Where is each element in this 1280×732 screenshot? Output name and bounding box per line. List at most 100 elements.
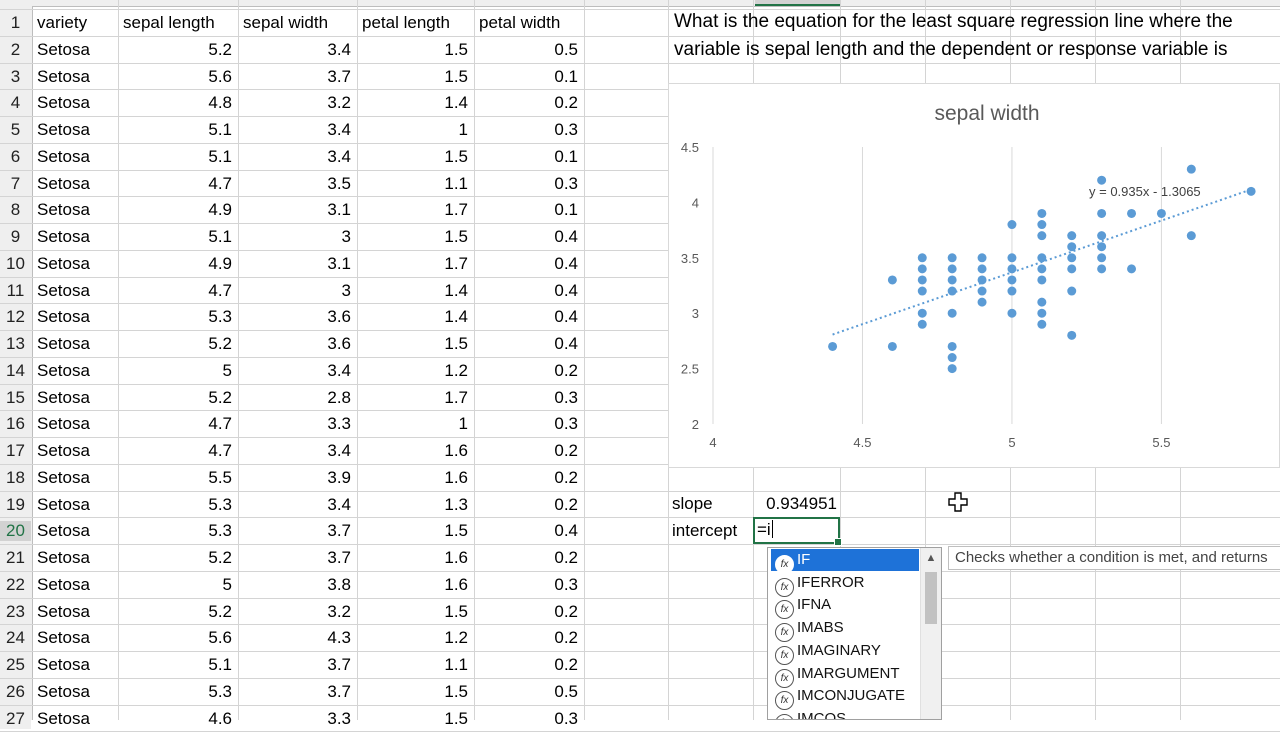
row-header[interactable]: 6: [0, 146, 31, 167]
variety-cell[interactable]: Setosa: [37, 681, 90, 701]
variety-cell[interactable]: Setosa: [37, 548, 90, 567]
value-cell[interactable]: 5.2: [208, 39, 232, 59]
value-cell[interactable]: 5: [222, 574, 232, 594]
value-cell[interactable]: 0.4: [554, 253, 578, 273]
value-cell[interactable]: 0.3: [554, 574, 578, 594]
variety-cell[interactable]: Setosa: [37, 253, 90, 273]
autocomplete-item[interactable]: fxIMCOS: [771, 708, 919, 719]
value-cell[interactable]: 1.4: [444, 307, 468, 327]
value-cell[interactable]: 3.1: [327, 200, 351, 220]
value-cell[interactable]: 5.6: [208, 66, 232, 86]
value-cell[interactable]: 0.3: [554, 173, 578, 193]
row-header[interactable]: 25: [0, 655, 31, 675]
value-cell[interactable]: 0.4: [554, 280, 578, 300]
row-header[interactable]: 8: [0, 200, 31, 221]
value-cell[interactable]: 0.2: [554, 548, 578, 567]
scrollbar-thumb[interactable]: [925, 572, 937, 624]
value-cell[interactable]: 0.2: [554, 655, 578, 674]
autocomplete-item[interactable]: fx IMABS: [771, 617, 919, 643]
value-cell[interactable]: 4.8: [208, 93, 232, 113]
value-cell[interactable]: 1: [458, 120, 468, 139]
value-cell[interactable]: 3.7: [327, 655, 351, 674]
autocomplete-item[interactable]: fx IMAGINARY: [771, 640, 919, 665]
value-cell[interactable]: 5.5: [208, 467, 232, 487]
variety-cell[interactable]: Setosa: [37, 200, 90, 220]
value-cell[interactable]: 1.4: [444, 93, 468, 113]
value-cell[interactable]: 3.6: [327, 307, 351, 327]
value-cell[interactable]: 1.5: [444, 334, 468, 353]
column-header-cell[interactable]: sepal length: [123, 13, 215, 32]
value-cell[interactable]: 0.2: [554, 441, 578, 460]
value-cell[interactable]: 0.5: [554, 681, 578, 701]
variety-cell[interactable]: Setosa: [37, 307, 90, 327]
value-cell[interactable]: 3.1: [327, 253, 351, 273]
value-cell[interactable]: 3.5: [327, 173, 351, 193]
value-cell[interactable]: 5.3: [208, 494, 232, 514]
value-cell[interactable]: 4.7: [208, 280, 232, 300]
value-cell[interactable]: 5.2: [208, 548, 232, 567]
column-header-cell[interactable]: sepal width: [243, 13, 329, 32]
value-cell[interactable]: 3.6: [327, 334, 351, 353]
value-cell[interactable]: 0.2: [554, 360, 578, 380]
value-cell[interactable]: 1.4: [444, 280, 468, 300]
variety-cell[interactable]: Setosa: [37, 173, 90, 193]
row-header[interactable]: 20: [0, 521, 31, 542]
slope-label[interactable]: slope: [672, 494, 713, 513]
variety-cell[interactable]: Setosa: [37, 120, 90, 139]
value-cell[interactable]: 5.1: [208, 227, 232, 246]
value-cell[interactable]: 3.3: [327, 708, 351, 728]
row-header[interactable]: 21: [0, 548, 31, 568]
row-header[interactable]: 4: [0, 93, 31, 114]
value-cell[interactable]: 0.2: [554, 467, 578, 487]
row-header[interactable]: 5: [0, 120, 31, 140]
scroll-up-arrow-icon[interactable]: ▲: [925, 552, 937, 564]
value-cell[interactable]: 0.4: [554, 227, 578, 246]
variety-cell[interactable]: Setosa: [37, 494, 90, 514]
autocomplete-scrollbar[interactable]: ▲: [920, 548, 941, 719]
value-cell[interactable]: 4.9: [208, 253, 232, 273]
value-cell[interactable]: 1.5: [444, 681, 468, 701]
value-cell[interactable]: 0.4: [554, 521, 578, 541]
value-cell[interactable]: 1.6: [444, 548, 468, 567]
active-cell[interactable]: [753, 517, 842, 546]
value-cell[interactable]: 0.1: [554, 66, 578, 86]
row-header[interactable]: 11: [0, 280, 31, 301]
value-cell[interactable]: 5.2: [208, 334, 232, 353]
row-header[interactable]: 9: [0, 227, 31, 247]
variety-cell[interactable]: Setosa: [37, 334, 90, 353]
row-header[interactable]: 16: [0, 414, 31, 435]
value-cell[interactable]: 0.2: [554, 93, 578, 113]
variety-cell[interactable]: Setosa: [37, 280, 90, 300]
row-header[interactable]: 10: [0, 253, 31, 274]
row-header[interactable]: 24: [0, 628, 31, 649]
row-header[interactable]: 27: [0, 708, 31, 729]
variety-cell[interactable]: Setosa: [37, 708, 90, 728]
value-cell[interactable]: 5.3: [208, 681, 232, 701]
value-cell[interactable]: 3.7: [327, 548, 351, 567]
row-header[interactable]: 26: [0, 681, 31, 702]
value-cell[interactable]: 1.7: [444, 200, 468, 220]
slope-value[interactable]: 0.934951: [766, 494, 837, 513]
value-cell[interactable]: 0.4: [554, 334, 578, 353]
autocomplete-item[interactable]: fx IMCONJUGATE: [771, 685, 919, 711]
row-header[interactable]: 13: [0, 334, 31, 354]
column-header-cell[interactable]: petal width: [479, 13, 561, 32]
value-cell[interactable]: 5.2: [208, 387, 232, 407]
value-cell[interactable]: 3.2: [327, 601, 351, 621]
value-cell[interactable]: 3.4: [327, 360, 351, 380]
question-line-2[interactable]: variable is sepal length and the depende…: [674, 39, 1228, 60]
row-header[interactable]: 12: [0, 307, 31, 328]
value-cell[interactable]: 1.5: [444, 521, 468, 541]
value-cell[interactable]: 0.1: [554, 146, 578, 166]
value-cell[interactable]: 0.2: [554, 494, 578, 514]
row-header[interactable]: 19: [0, 494, 31, 515]
column-header-cell[interactable]: petal length: [362, 13, 450, 32]
value-cell[interactable]: 3.4: [327, 39, 351, 59]
row-header[interactable]: 7: [0, 173, 31, 194]
selected-column-header[interactable]: [755, 0, 840, 6]
value-cell[interactable]: 4.3: [327, 628, 351, 648]
value-cell[interactable]: 0.2: [554, 601, 578, 621]
row-header[interactable]: 15: [0, 387, 31, 408]
value-cell[interactable]: 5.1: [208, 120, 232, 139]
intercept-label[interactable]: intercept: [672, 521, 738, 540]
